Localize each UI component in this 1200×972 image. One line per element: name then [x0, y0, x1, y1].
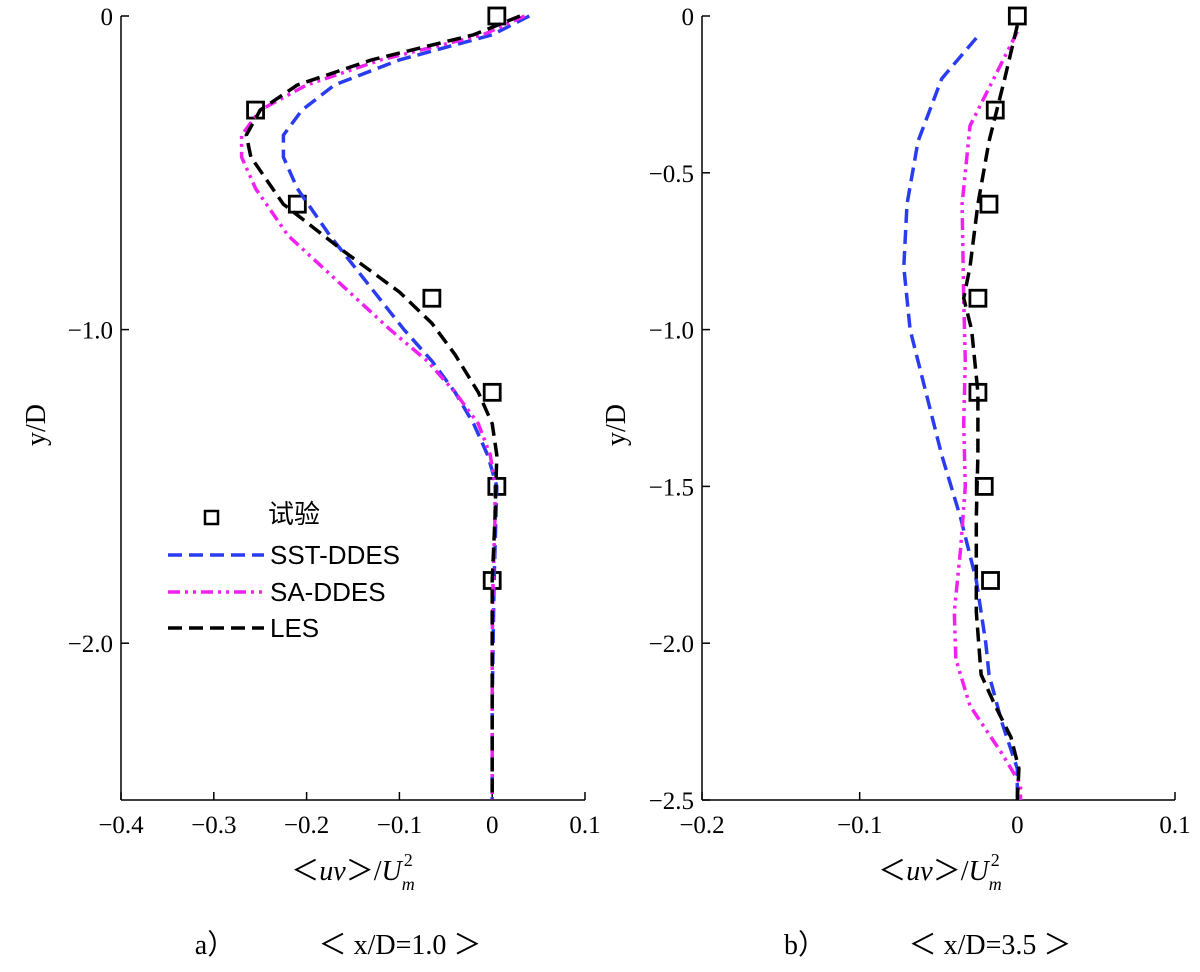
- experiment-marker-b: [981, 571, 1000, 590]
- x-tick-label-a: 0: [486, 812, 499, 839]
- experiment-marker-b: [1007, 6, 1027, 26]
- plot-area-b: −0.2 −0.1 0 0.1 0 −0.5 −1.0 −1.5 −2.0 −2.5: [649, 4, 1191, 839]
- y-tick-label-a: 0: [101, 4, 114, 31]
- ylabel-b: y/D: [601, 404, 632, 446]
- x-tick-label-b: −0.1: [837, 812, 882, 839]
- ylabel-a: y/D: [21, 404, 52, 446]
- panel-a: −0.4 −0.3 −0.2 −0.1 0 0.1 0 −1.0 −2.0 y/D ＜uv＞/U…: [21, 4, 601, 961]
- legend-marker-experiment: [203, 509, 220, 526]
- y-tick-label-a: −2.0: [68, 631, 113, 658]
- legend: 试验 SST-DDES SA-DDES LES: [168, 499, 400, 643]
- legend-label-les: LES: [270, 613, 319, 643]
- series-line-les-a: [244, 14, 521, 800]
- experiment-marker-b: [968, 288, 988, 308]
- x-tick-label-a: −0.4: [98, 812, 144, 839]
- legend-label-sst-ddes: SST-DDES: [270, 540, 400, 570]
- y-tick-label-b: −2.5: [649, 788, 694, 815]
- y-tick-label-a: −1.0: [68, 318, 113, 345]
- x-tick-label-a: −0.2: [284, 812, 329, 839]
- x-tick-label-b: 0: [1011, 812, 1024, 839]
- panel-condition-b: ＜ x/D=3.5 ＞: [909, 930, 1072, 961]
- experiment-marker-b: [979, 194, 999, 214]
- x-tick-label-b: −0.2: [679, 812, 724, 839]
- y-tick-label-b: −0.5: [649, 161, 694, 188]
- series-line-sst-ddes-b: [902, 36, 1020, 800]
- experiment-marker-a: [482, 382, 502, 402]
- plot-area-a: −0.4 −0.3 −0.2 −0.1 0 0.1 0 −1.0 −2.0: [68, 4, 601, 839]
- xlabel-a: ＜uv＞/Um2: [291, 850, 414, 894]
- experiment-marker-a: [422, 288, 442, 308]
- x-tick-label-a: −0.3: [191, 812, 236, 839]
- y-tick-label-b: −1.5: [649, 474, 694, 501]
- series-line-sa-ddes-b: [952, 30, 1023, 800]
- panel-condition-a: ＜ x/D=1.0 ＞: [319, 930, 482, 961]
- x-tick-label-b: 0.1: [1159, 812, 1190, 839]
- panel-label-a: a）: [195, 929, 235, 961]
- y-tick-label-b: 0: [682, 4, 695, 31]
- panel-b: −0.2 −0.1 0 0.1 0 −0.5 −1.0 −1.5 −2.0 −2.5 y/D ＜u…: [601, 4, 1191, 961]
- experiment-marker-a: [487, 6, 507, 26]
- xlabel-b: ＜uv＞/Um2: [878, 850, 1001, 894]
- x-tick-label-a: −0.1: [377, 812, 422, 839]
- y-tick-label-b: −2.0: [649, 631, 694, 658]
- series-line-les-b: [961, 24, 1021, 801]
- panel-label-b: b）: [784, 929, 826, 961]
- y-tick-label-b: −1.0: [649, 318, 694, 345]
- series-line-sst-ddes-a: [281, 14, 531, 800]
- x-tick-label-a: 0.1: [569, 812, 600, 839]
- legend-label-experiment: 试验: [268, 499, 320, 529]
- experiment-marker-a: [287, 194, 307, 214]
- legend-label-sa-ddes: SA-DDES: [270, 577, 386, 607]
